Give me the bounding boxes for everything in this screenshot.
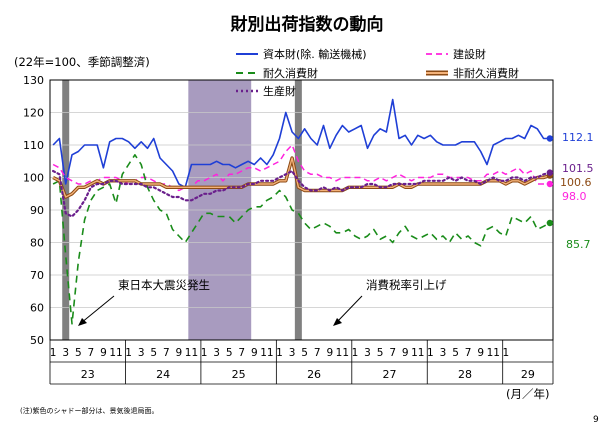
y-tick-label: 110 — [23, 139, 44, 152]
chart-title: 財別出荷指数の動向 — [230, 14, 384, 35]
series-end-label: 112.1 — [562, 131, 594, 144]
x-month-label: 1 — [276, 347, 283, 359]
x-month-label: 1 — [352, 347, 359, 359]
annotation-arrowhead — [78, 318, 87, 326]
series-end-label: 98.0 — [562, 190, 587, 203]
x-year-label: 23 — [81, 368, 95, 381]
x-month-label: 11 — [336, 347, 349, 359]
chart-subtitle: (22年=100、季節調整済) — [14, 55, 150, 69]
x-month-label: 1 — [125, 347, 132, 359]
x-month-label: 3 — [213, 347, 220, 359]
x-month-label: 5 — [452, 347, 459, 359]
x-year-label: 25 — [232, 368, 246, 381]
legend-label: 資本財(除. 輸送機械) — [263, 47, 367, 61]
x-month-label: 9 — [477, 347, 484, 359]
series-line — [52, 154, 551, 325]
annotation-arrowhead — [333, 318, 342, 326]
x-month-label: 3 — [364, 347, 371, 359]
series-end-marker — [546, 135, 554, 142]
x-month-label: 3 — [289, 347, 296, 359]
x-month-label: 5 — [301, 347, 308, 359]
legend-label: 生産財 — [263, 84, 296, 98]
x-month-label: 11 — [487, 347, 500, 359]
y-tick-label: 100 — [23, 172, 44, 185]
x-year-label: 24 — [156, 368, 170, 381]
x-year-label: 28 — [458, 368, 472, 381]
series-end-label: 101.5 — [562, 162, 594, 175]
x-month-label: 7 — [314, 347, 321, 359]
x-month-label: 1 — [201, 347, 208, 359]
x-month-label: 5 — [150, 347, 157, 359]
y-tick-label: 80 — [30, 237, 44, 250]
x-month-label: 9 — [251, 347, 258, 359]
x-unit-label: (月／年) — [506, 387, 549, 401]
x-month-label: 7 — [163, 347, 170, 359]
y-tick-label: 50 — [30, 334, 44, 347]
annotation-arrow — [335, 295, 363, 324]
x-month-label: 9 — [100, 347, 107, 359]
series-line — [52, 157, 551, 198]
legend-label: 建設財 — [453, 47, 486, 61]
annotation-arrow — [80, 295, 115, 324]
y-tick-label: 130 — [23, 74, 44, 87]
series-line — [52, 98, 550, 189]
series-line — [52, 169, 551, 218]
page-number: 9 — [593, 415, 599, 425]
x-month-label: 9 — [176, 347, 183, 359]
footnote: (注)紫色のシャドー部分は、景気後退局面。 — [20, 406, 158, 415]
x-month-label: 1 — [427, 347, 434, 359]
plot-frame — [49, 79, 554, 341]
legend-label: 非耐久消費財 — [453, 66, 519, 80]
x-month-label: 3 — [440, 347, 447, 359]
series-end-marker — [546, 219, 554, 227]
x-month-label: 5 — [377, 347, 384, 359]
x-month-label: 5 — [226, 347, 233, 359]
x-month-label: 1 — [503, 347, 510, 359]
y-tick-label: 60 — [30, 302, 44, 315]
series-end-label: 85.7 — [566, 238, 591, 251]
y-tick-label: 70 — [30, 269, 44, 282]
series-end-marker — [546, 169, 554, 176]
x-month-label: 7 — [389, 347, 396, 359]
x-month-label: 7 — [88, 347, 95, 359]
x-year-label: 27 — [383, 368, 397, 381]
x-month-label: 1 — [50, 347, 57, 359]
x-month-label: 7 — [238, 347, 245, 359]
annotation-label: 東日本大震災発生 — [118, 278, 210, 292]
x-month-label: 7 — [465, 347, 472, 359]
legend-label: 耐久消費財 — [263, 66, 318, 80]
x-month-label: 5 — [75, 347, 82, 359]
x-month-label: 3 — [138, 347, 145, 359]
x-year-label: 26 — [307, 368, 321, 381]
x-month-label: 9 — [326, 347, 333, 359]
x-month-label: 3 — [62, 347, 69, 359]
annotation-label: 消費税率引上げ — [366, 278, 447, 292]
x-month-label: 11 — [185, 347, 198, 359]
x-month-label: 9 — [402, 347, 409, 359]
series-end-marker — [546, 180, 554, 188]
x-month-label: 11 — [411, 347, 424, 359]
series-end-label: 100.6 — [560, 176, 592, 189]
y-tick-label: 90 — [30, 204, 44, 217]
y-tick-label: 120 — [23, 107, 44, 120]
x-month-label: 11 — [109, 347, 122, 359]
x-year-label: 29 — [521, 368, 535, 381]
x-month-label: 11 — [260, 347, 273, 359]
